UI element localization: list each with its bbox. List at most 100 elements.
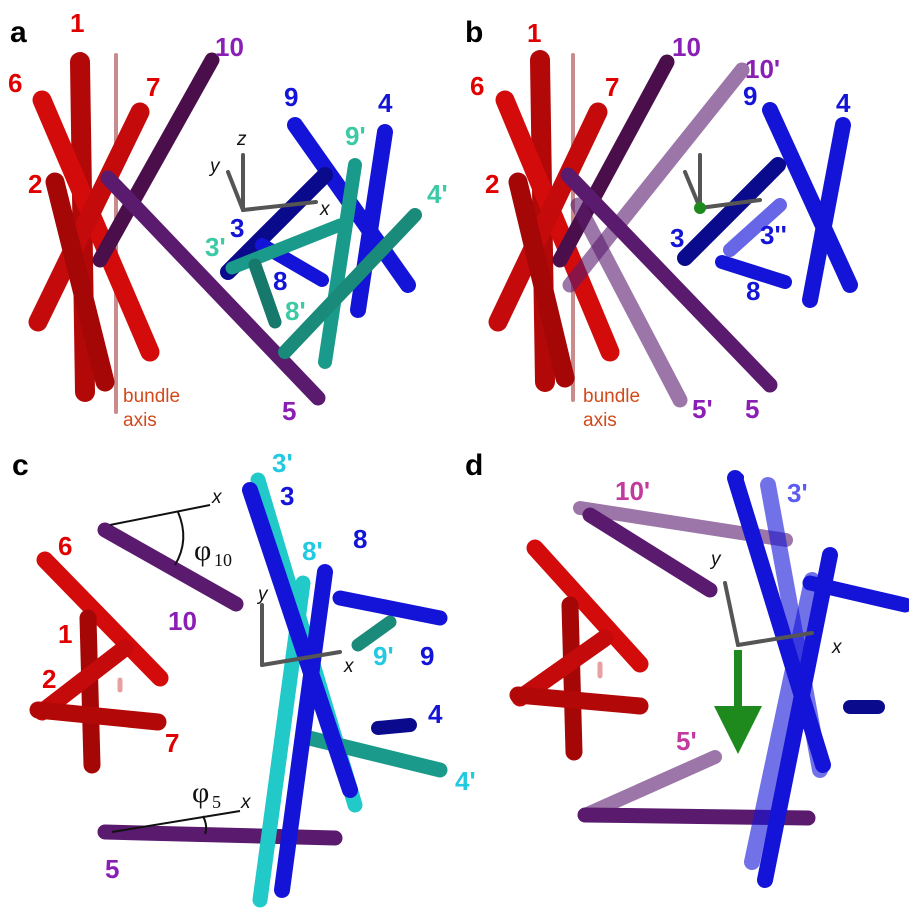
panel-c-letter: c — [12, 449, 29, 482]
x-axis-c — [260, 650, 342, 667]
label-9-b: 9 — [743, 81, 757, 111]
red-helices-c — [29, 551, 169, 774]
label-9-c: 9 — [420, 641, 434, 671]
label-3-d: 3 — [731, 467, 745, 497]
helix-2-a — [45, 172, 115, 392]
panel-a-letter: a — [10, 16, 27, 49]
x-label-phi10: x — [211, 487, 223, 508]
x-axis-a — [241, 200, 318, 212]
label-3p-d: 3' — [787, 478, 808, 508]
phi5-arc — [202, 815, 208, 835]
panel-d-letter: d — [465, 449, 483, 482]
phi5-subscript: 5 — [212, 792, 221, 812]
panel-c: c y x — [12, 448, 476, 908]
panel-d: d y x 10' — [465, 449, 909, 888]
label-8-a: 8 — [273, 266, 287, 296]
helix-5p-b — [570, 197, 688, 408]
label-8-c: 8 — [353, 524, 367, 554]
label-2-c: 2 — [42, 664, 56, 694]
bundle-label-b-line1: bundle — [583, 386, 640, 407]
label-1-b: 1 — [527, 18, 541, 48]
y-axis-a — [226, 170, 245, 212]
panel-a: a — [8, 8, 448, 431]
label-4p-c: 4' — [455, 766, 476, 796]
blue-helices-d — [727, 470, 909, 888]
axes-a — [226, 153, 318, 212]
helix-7-b — [488, 102, 608, 332]
helix-7-a — [28, 102, 150, 332]
label-9p-c: 9' — [373, 641, 394, 671]
panel-b-letter: b — [465, 16, 483, 49]
helix-4p-c — [297, 729, 448, 778]
y-axis-d — [723, 581, 740, 647]
label-7-c: 7 — [165, 728, 179, 758]
bundle-label-a-line2: axis — [123, 410, 157, 431]
label-5-a: 5 — [282, 396, 296, 426]
label-4-a: 4 — [378, 88, 393, 118]
label-5-c: 5 — [105, 854, 119, 884]
x-axis-b — [698, 198, 762, 210]
label-10p-d: 10' — [615, 476, 650, 506]
label-10p-b: 10' — [745, 54, 780, 84]
y-axis-b — [683, 170, 702, 210]
helix-6-d — [526, 539, 649, 673]
label-5-b: 5 — [745, 394, 759, 424]
helix-10-a — [92, 52, 220, 268]
helix-1-c — [79, 609, 101, 774]
helix-6-a — [32, 90, 160, 362]
helix-5-b — [560, 167, 778, 393]
label-4p-a: 4' — [427, 179, 448, 209]
helix-2-b — [508, 172, 575, 388]
label-1-c: 1 — [58, 619, 72, 649]
helix-9p-a — [318, 158, 362, 369]
label-6-b: 6 — [470, 71, 484, 101]
label-10-a: 10 — [215, 32, 244, 62]
helix-9-c — [332, 590, 448, 626]
helix-7-c — [29, 701, 167, 731]
label-9-a: 9 — [284, 82, 298, 112]
label-5p-d: 5' — [676, 726, 697, 756]
axes-c — [260, 603, 342, 667]
label-6-c: 6 — [58, 531, 72, 561]
x-label-a: x — [319, 199, 331, 220]
phi5-ref-line — [111, 810, 241, 833]
bundle-label-b-line2: axis — [583, 410, 617, 431]
label-3p-a: 3' — [205, 232, 226, 262]
red-helices-b — [488, 50, 620, 392]
helix-9p-c — [351, 615, 397, 652]
label-8-b: 8 — [746, 276, 760, 306]
label-3-b: 3 — [670, 223, 684, 253]
label-3-c: 3 — [280, 481, 294, 511]
helix-6-c — [36, 551, 169, 687]
label-10-b: 10 — [672, 32, 701, 62]
x-label-phi5: x — [240, 792, 252, 813]
z-label-a: z — [236, 129, 247, 150]
helix-10-d — [582, 507, 718, 598]
label-3-a: 3 — [230, 213, 244, 243]
helix-8-c — [274, 564, 333, 898]
blue-helices-b — [677, 102, 858, 308]
helix-3-a — [220, 167, 333, 280]
helix-2-c — [33, 639, 134, 721]
helix-5-c — [97, 824, 343, 846]
y-label-a: y — [208, 156, 221, 177]
helix-8p-a — [248, 258, 282, 329]
label-8p-c: 8' — [302, 536, 323, 566]
helix-4p-a — [278, 208, 422, 359]
label-6-a: 6 — [8, 68, 22, 98]
helix-6-b — [495, 90, 620, 362]
helix-10-b — [552, 54, 675, 268]
panel-b: b 1 6 7 2 10 10' 9 — [465, 16, 858, 431]
red-helices-d — [509, 539, 649, 761]
label-1-a: 1 — [70, 8, 84, 38]
helix-8-d — [757, 547, 838, 888]
label-5p-b: 5' — [692, 394, 713, 424]
y-label-d: y — [709, 549, 722, 570]
teal-helices-a — [225, 158, 422, 369]
helix-7-d — [509, 686, 649, 715]
helix-3-c — [242, 482, 358, 798]
red-helices-a — [28, 52, 160, 402]
label-3pp-b: 3'' — [760, 220, 787, 250]
x-axis-d — [736, 631, 814, 647]
